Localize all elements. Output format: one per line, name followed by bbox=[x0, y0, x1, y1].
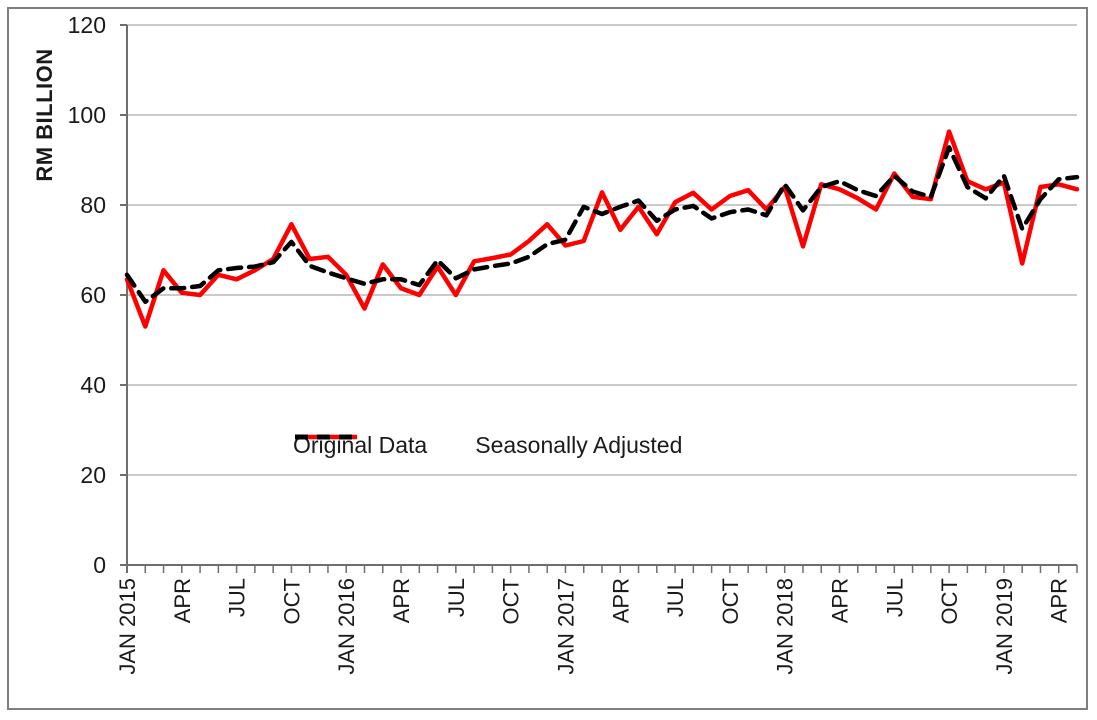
x-tick-label: OCT bbox=[718, 578, 743, 624]
y-tick-label: 40 bbox=[80, 372, 106, 398]
x-tick-label: JUL bbox=[225, 578, 250, 617]
x-tick-label: OCT bbox=[937, 578, 962, 624]
x-tick-label: APR bbox=[608, 578, 633, 623]
legend: Original Data Seasonally Adjusted bbox=[293, 432, 682, 459]
y-tick-label: 0 bbox=[93, 552, 106, 578]
x-tick-label: APR bbox=[828, 578, 853, 623]
y-tick-label: 120 bbox=[68, 12, 106, 38]
y-tick-label: 20 bbox=[80, 462, 106, 488]
x-tick-label: OCT bbox=[279, 578, 304, 624]
x-tick-label: JAN 2017 bbox=[553, 578, 578, 675]
x-tick-label: JUL bbox=[882, 578, 907, 617]
y-tick-label: 100 bbox=[68, 102, 106, 128]
y-tick-label: 60 bbox=[80, 282, 106, 308]
x-tick-label: JAN 2015 bbox=[115, 578, 140, 675]
x-tick-label: APR bbox=[170, 578, 195, 623]
x-tick-label: JUL bbox=[663, 578, 688, 617]
x-tick-label: JAN 2019 bbox=[992, 578, 1017, 675]
legend-label-seasonally-adjusted: Seasonally Adjusted bbox=[475, 432, 683, 458]
legend-dashed-line-swatch bbox=[295, 434, 353, 440]
x-tick-label: JAN 2018 bbox=[773, 578, 798, 675]
x-tick-label: OCT bbox=[499, 578, 524, 624]
original-data-line bbox=[124, 129, 1080, 329]
y-tick-label: 80 bbox=[80, 192, 106, 218]
y-axis-title: RM BILLION bbox=[32, 48, 57, 182]
x-tick-label: JAN 2016 bbox=[334, 578, 359, 675]
legend-item-seasonally-adjusted: Seasonally Adjusted bbox=[295, 432, 683, 459]
seasonally-adjusted-line bbox=[124, 145, 1080, 305]
x-tick-label: APR bbox=[389, 578, 414, 623]
x-tick-label: JUL bbox=[444, 578, 469, 617]
x-tick-label: APR bbox=[1047, 578, 1072, 623]
